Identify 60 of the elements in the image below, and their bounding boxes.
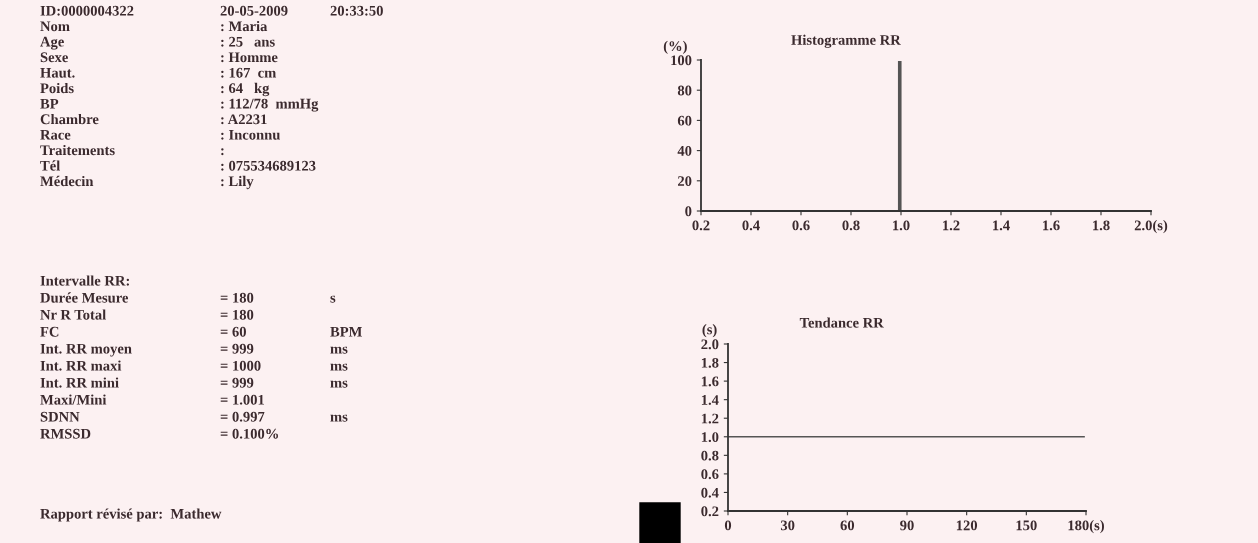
text: Intervalle RR: [40,275,130,286]
x-tick-label: 0.2 [692,220,710,231]
text: Int. RR maxi = 1000 ms [40,360,348,371]
text: ID:0000004322 20-05-2009 20:33:50 [40,5,383,16]
text: Rapport révisé par: Mathew [40,508,222,522]
x-tick-label: 2.0(s) [1134,220,1168,234]
text: Age : 25 ans [40,36,275,50]
y-tick-label: 0 [685,206,692,217]
y-tick-label: 1.4 [701,395,719,405]
x-tick-label: 90 [900,520,914,531]
text: Sexe : Homme [40,52,278,63]
y-tick-label: 0.8 [701,450,719,461]
y-tick-label: 60 [677,115,692,126]
y-tick-label: 0.2 [701,506,719,517]
x-tick-label: 30 [780,520,795,531]
x-tick-label: 1.4 [993,220,1010,231]
x-tick-label: 1.0 [893,220,910,231]
x-tick-label: 60 [840,520,855,531]
y-tick-label: 20 [678,176,692,186]
x-tick-label: 1.6 [1043,220,1060,231]
chart-title: Histogramme RR [791,34,901,48]
x-tick-label: 1.2 [943,220,960,231]
text: Chambre : A2231 [40,113,267,125]
y-tick-label: 80 [677,85,692,96]
y-axis-title: (%) [663,40,687,54]
x-tick-label: 0 [724,520,732,531]
text: Nr R Total = 180 [40,309,254,320]
x-tick-label: 0.6 [792,220,810,231]
text: FC = 60 BPM [40,326,362,337]
y-tick-label: 1.0 [701,432,719,443]
y-tick-label: 2.0 [701,339,719,350]
text: BP : 112/78 mmHg [40,98,319,112]
x-tick-label: 150 [1016,520,1037,531]
text: RMSSD = 0.100% [40,428,278,439]
y-tick-label: 1.8 [701,357,719,368]
text: Maxi/Mini = 1.001 [40,394,265,405]
text: Tél : 075534689123 [40,160,316,171]
x-tick-label: 120 [956,520,978,531]
y-tick-label: 40 [677,145,692,156]
text: Int. RR moyen = 999 ms [40,343,348,357]
y-tick-label: 100 [671,55,692,66]
x-tick-label: 0.8 [842,220,860,231]
text: Médecin : Lily [40,175,254,190]
text: Poids : 64 kg [40,82,270,97]
y-tick-label: 0.6 [701,469,719,480]
text: SDNN = 0.997 ms [40,411,348,422]
x-tick-label: 1.8 [1093,220,1110,231]
y-tick-label: 1.6 [701,376,719,387]
text: Haut. : 167 cm [40,67,277,78]
text: Race : Inconnu [40,129,280,140]
x-tick-label: 180(s) [1068,520,1104,534]
chart-title: Tendance RR [799,317,884,328]
x-tick-label: 0.4 [742,220,760,231]
y-tick-label: 1.2 [701,413,719,424]
text: Durée Mesure = 180 s [40,292,336,303]
y-tick-label: 0.4 [701,487,719,498]
text: Int. RR mini = 999 ms [40,377,348,388]
text: Nom : Maria [40,20,268,32]
y-axis-title: (s) [702,324,717,338]
text: Traitements : [40,144,224,156]
